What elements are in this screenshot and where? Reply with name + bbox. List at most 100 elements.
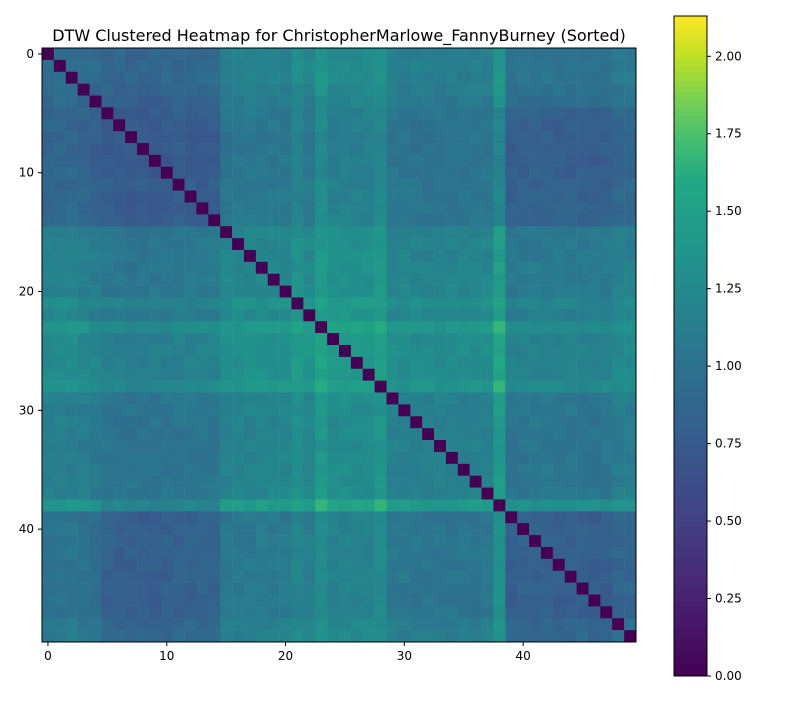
heat-cell: [291, 273, 304, 286]
heat-cell: [434, 499, 447, 512]
heat-cell: [137, 630, 150, 643]
heat-cell: [303, 345, 316, 358]
heat-cell: [624, 71, 637, 84]
heat-cell: [65, 273, 78, 286]
heat-cell: [315, 630, 328, 643]
heat-cell: [493, 630, 506, 643]
heat-cell: [481, 523, 494, 536]
heat-cell: [362, 333, 375, 346]
heat-cell: [576, 404, 589, 417]
heat-cell: [612, 321, 625, 334]
heat-cell: [374, 475, 387, 488]
heat-cell: [232, 202, 245, 215]
heat-cell: [612, 546, 625, 560]
heat-cell: [434, 119, 447, 132]
heat-cell: [576, 440, 589, 453]
heat-cell: [327, 273, 340, 286]
heat-cell: [410, 392, 423, 405]
heat-cell: [576, 380, 589, 393]
heat-cell: [422, 570, 435, 583]
colorbar-segment: [674, 146, 707, 152]
heat-cell: [481, 356, 494, 370]
heat-cell: [493, 606, 506, 619]
heat-cell: [529, 546, 542, 560]
heat-cell: [481, 535, 494, 548]
heat-cell: [517, 487, 530, 500]
heat-cell: [243, 166, 257, 179]
heat-cell: [600, 404, 613, 417]
heat-cell: [327, 558, 340, 572]
heat-cell: [517, 630, 530, 643]
heat-cell: [255, 154, 269, 168]
heat-cell: [196, 309, 209, 322]
heat-cell: [267, 226, 280, 239]
heat-cell: [101, 582, 114, 595]
heat-cell: [339, 154, 352, 168]
heat-cell: [160, 107, 173, 120]
heat-cell: [220, 321, 233, 334]
heat-cell: [196, 154, 209, 168]
heat-cell: [339, 451, 352, 465]
heat-cell: [350, 558, 364, 572]
heat-cell: [279, 570, 292, 583]
heat-cell: [588, 546, 601, 560]
heat-cell: [327, 95, 340, 108]
heat-cell: [89, 202, 102, 215]
heat-cell: [137, 582, 150, 595]
heat-cell: [113, 214, 126, 227]
colorbar-tick-label: 2.00: [715, 49, 742, 63]
heat-cell: [612, 356, 625, 370]
heat-cell: [291, 380, 304, 393]
heat-cell: [184, 463, 197, 476]
heat-cell: [600, 154, 613, 168]
heat-cell: [374, 368, 387, 381]
heat-cell: [386, 523, 399, 536]
heat-cell: [42, 570, 55, 583]
heat-cell: [350, 190, 364, 203]
heat-cell: [612, 48, 625, 61]
heat-cell: [386, 178, 399, 191]
heat-cell: [481, 440, 494, 453]
heat-cell: [160, 416, 173, 429]
heat-cell: [113, 202, 126, 215]
colorbar-segment: [674, 156, 707, 162]
heat-cell: [374, 558, 387, 572]
heat-cell: [434, 285, 447, 298]
heat-cell: [184, 618, 197, 631]
heat-cell: [113, 83, 126, 96]
heat-cell: [374, 238, 387, 251]
heat-cell: [137, 71, 150, 84]
heat-cell: [196, 166, 209, 179]
heat-cell: [529, 71, 542, 84]
heat-cell: [481, 309, 494, 322]
heat-cell: [410, 499, 423, 512]
heat-cell: [493, 48, 506, 61]
heat-cell: [232, 309, 245, 322]
heat-cell: [564, 202, 577, 215]
heat-cell: [422, 143, 435, 156]
heat-cell: [327, 606, 340, 619]
heat-cell: [493, 214, 506, 227]
heat-cell: [113, 297, 126, 310]
heat-cell: [457, 261, 470, 275]
heat-cell: [291, 594, 304, 607]
heat-cell: [65, 618, 78, 631]
heat-cell: [196, 59, 209, 73]
heat-cell: [410, 178, 423, 191]
heat-cell: [184, 475, 197, 488]
heat-cell: [552, 511, 566, 524]
heat-cell: [434, 368, 447, 381]
heat-cell: [315, 451, 328, 465]
heat-cell: [434, 440, 447, 453]
heat-cell: [588, 511, 601, 524]
heat-cell: [125, 606, 138, 619]
heat-cell: [434, 558, 447, 572]
heat-cell: [469, 535, 482, 548]
heat-cell: [339, 416, 352, 429]
heat-cell: [255, 249, 269, 263]
heat-cell: [89, 475, 102, 488]
heat-cell: [612, 558, 625, 572]
heat-cell: [600, 499, 613, 512]
heat-cell: [255, 630, 269, 643]
heat-cell: [422, 48, 435, 61]
